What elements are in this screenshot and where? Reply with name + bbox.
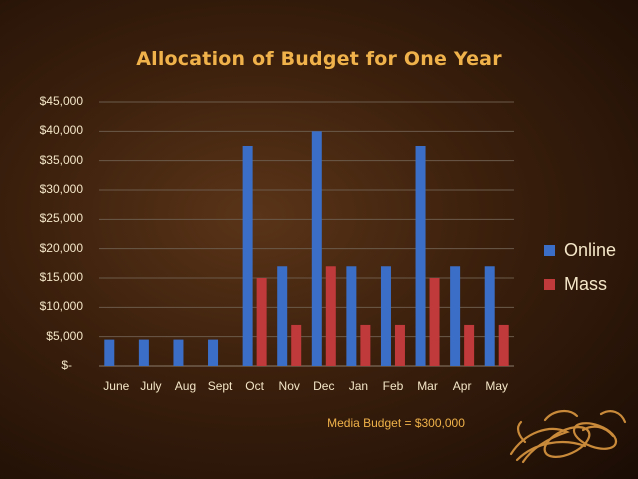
y-tick-label: $40,000: [39, 123, 83, 138]
legend-swatch-mass: [544, 278, 555, 290]
bar-online-aug: [173, 339, 184, 366]
bar-online-mar: [415, 146, 426, 366]
x-tick-label: June: [103, 379, 130, 393]
y-tick-label: $30,000: [39, 182, 83, 196]
legend-swatch-online: [544, 244, 555, 256]
x-tick-label: Feb: [382, 379, 404, 393]
bar-online-apr: [450, 266, 461, 366]
x-tick-label: May: [485, 379, 509, 393]
bar-online-dec: [311, 131, 322, 366]
x-tick-label: Nov: [278, 379, 300, 393]
y-tick-label: $45,000: [39, 94, 83, 108]
y-tick-label: $20,000: [39, 240, 83, 255]
x-tick-label: Dec: [313, 379, 335, 393]
bar-online-sept: [208, 339, 219, 366]
bar-mass-nov: [291, 324, 302, 366]
bar-mass-apr: [464, 324, 475, 366]
x-tick-label: Apr: [452, 379, 472, 393]
y-tick-label: $-: [61, 358, 72, 372]
bar-online-feb: [380, 266, 391, 366]
y-tick-label: $15,000: [39, 270, 83, 284]
legend-item-online: Online: [544, 233, 616, 267]
x-tick-label: Sept: [207, 379, 233, 393]
x-tick-label: Oct: [245, 379, 264, 393]
bar-mass-oct: [256, 278, 267, 366]
x-tick-label: July: [140, 379, 162, 393]
bar-mass-may: [498, 324, 509, 366]
legend-label-mass: Mass: [564, 273, 608, 294]
chart-legend: Online Mass: [544, 233, 616, 301]
y-tick-label: $25,000: [39, 211, 83, 226]
bar-mass-jan: [360, 324, 371, 366]
bar-online-may: [484, 266, 495, 366]
bar-online-june: [104, 339, 115, 366]
legend-label-online: Online: [564, 239, 617, 260]
bar-online-oct: [242, 146, 253, 366]
bar-online-jan: [346, 266, 357, 366]
cocoa-pod-icon: [509, 410, 627, 464]
x-tick-label: Mar: [417, 379, 438, 393]
chart-title: Allocation of Budget for One Year: [136, 48, 502, 70]
bar-mass-feb: [394, 324, 405, 366]
budget-annotation: Media Budget = $300,000: [327, 416, 465, 430]
x-tick-label: Jan: [348, 379, 369, 393]
bar-mass-mar: [429, 278, 440, 366]
bar-online-july: [138, 339, 149, 366]
y-tick-label: $5,000: [46, 328, 83, 343]
x-tick-label: Aug: [174, 379, 197, 393]
bar-mass-dec: [325, 266, 336, 366]
bar-online-nov: [277, 266, 288, 366]
y-tick-label: $35,000: [39, 152, 83, 167]
y-tick-label: $10,000: [39, 299, 83, 314]
legend-item-mass: Mass: [544, 267, 616, 301]
